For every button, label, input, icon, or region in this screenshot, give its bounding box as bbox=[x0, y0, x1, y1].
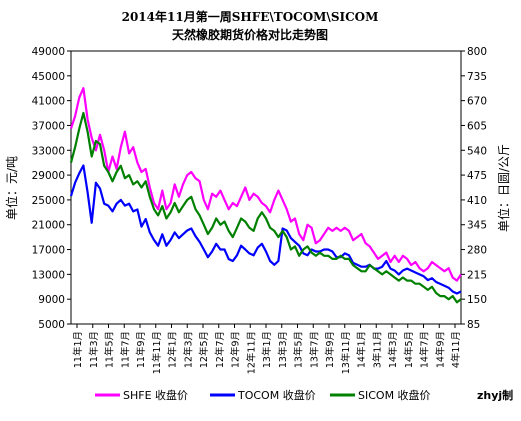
x-tick-label: 11年9月 bbox=[135, 331, 147, 368]
x-tick-label: 12年9月 bbox=[230, 331, 242, 368]
y-left-tick-label: 25000 bbox=[32, 195, 65, 207]
x-tick-label: 11年7月 bbox=[119, 331, 131, 368]
x-tick-label: 14年7月 bbox=[419, 331, 431, 368]
y-left-tick-label: 21000 bbox=[32, 220, 65, 232]
x-tick-label: 12年11月 bbox=[245, 331, 257, 374]
y-right-axis-title: 单位：日圆/公斤 bbox=[496, 144, 511, 232]
y-right-tick-label: 735 bbox=[467, 71, 487, 83]
x-tick-label: 13年7月 bbox=[308, 331, 320, 368]
y-right-tick-label: 540 bbox=[467, 145, 487, 157]
y-right-tick-label: 215 bbox=[467, 269, 487, 281]
series-line-tocom bbox=[69, 164, 462, 295]
series-line-sicom bbox=[69, 111, 462, 304]
x-tick-label: 13年5月 bbox=[293, 331, 305, 368]
y-left-tick-label: 37000 bbox=[32, 120, 65, 132]
chart-title-line2: 天然橡胶期货价格对比走势图 bbox=[172, 27, 328, 42]
y-left-tick-label: 41000 bbox=[32, 96, 65, 108]
series-line-shfe bbox=[69, 87, 462, 282]
y-left-tick-label: 9000 bbox=[38, 294, 65, 306]
y-right-tick-label: 280 bbox=[467, 245, 487, 257]
y-right-axis: 800 735 670 605 540 475 410 345 280 215 150 85 bbox=[461, 46, 487, 331]
y-right-tick-label: 605 bbox=[467, 120, 487, 132]
y-right-tick-label: 345 bbox=[467, 220, 487, 232]
x-tick-label: 4年11月 bbox=[450, 331, 462, 368]
x-tick-label: 12年5月 bbox=[198, 331, 210, 368]
x-tick-label: 12年7月 bbox=[214, 331, 226, 368]
y-right-tick-label: 475 bbox=[467, 170, 487, 182]
x-tick-label: 11年11月 bbox=[151, 331, 163, 374]
legend: SHFE 收盘价 TOCOM 收盘价 SICOM 收盘价 bbox=[95, 388, 431, 402]
x-tick-label: 12年1月 bbox=[167, 331, 179, 368]
x-tick-label: 11年3月 bbox=[88, 331, 100, 368]
x-tick-label: 11年5月 bbox=[104, 331, 116, 368]
x-tick-label: 14年5月 bbox=[403, 331, 415, 368]
x-tick-label: 13年9月 bbox=[324, 331, 336, 368]
y-left-tick-label: 17000 bbox=[32, 245, 65, 257]
legend-label-tocom: TOCOM 收盘价 bbox=[237, 388, 316, 402]
y-left-tick-label: 45000 bbox=[32, 71, 65, 83]
y-right-tick-label: 670 bbox=[467, 96, 487, 108]
y-left-tick-label: 29000 bbox=[32, 170, 65, 182]
x-tick-label: 3年11月 bbox=[371, 331, 383, 368]
chart-title-line1: 2014年11月第一周SHFE\TOCOM\SICOM bbox=[122, 9, 379, 24]
x-tick-label: 12年3月 bbox=[182, 331, 194, 368]
x-tick-label: 14年3月 bbox=[387, 331, 399, 368]
y-right-tick-label: 150 bbox=[467, 294, 487, 306]
x-axis: 11年1月 11年3月 11年5月 11年7月 11年9月 11年11月 12年1月 12年3… bbox=[72, 324, 462, 374]
x-tick-label: 11年1月 bbox=[72, 331, 84, 368]
x-tick-label: 13年3月 bbox=[277, 331, 289, 368]
y-right-tick-label: 410 bbox=[467, 195, 487, 207]
x-tick-label: 13年1月 bbox=[261, 331, 273, 368]
legend-label-shfe: SHFE 收盘价 bbox=[123, 388, 188, 402]
y-left-tick-label: 49000 bbox=[32, 46, 65, 58]
credit-label: zhyj制 bbox=[477, 388, 513, 402]
plot-area bbox=[70, 50, 462, 325]
x-tick-label: 13年11月 bbox=[340, 331, 352, 374]
series-layer bbox=[69, 87, 462, 304]
x-tick-label: 14年1月 bbox=[356, 331, 368, 368]
y-left-tick-label: 13000 bbox=[32, 269, 65, 281]
y-right-tick-label: 85 bbox=[467, 319, 480, 331]
y-left-tick-label: 5000 bbox=[38, 319, 65, 331]
legend-label-sicom: SICOM 收盘价 bbox=[358, 388, 431, 402]
x-tick-label: 14年9月 bbox=[434, 331, 446, 368]
y-left-tick-label: 33000 bbox=[32, 145, 65, 157]
y-left-axis: 49000 45000 41000 37000 33000 29000 25000 21000… bbox=[32, 46, 71, 331]
y-left-axis-title: 单位：元/吨 bbox=[4, 156, 19, 220]
y-right-tick-label: 800 bbox=[467, 46, 487, 58]
